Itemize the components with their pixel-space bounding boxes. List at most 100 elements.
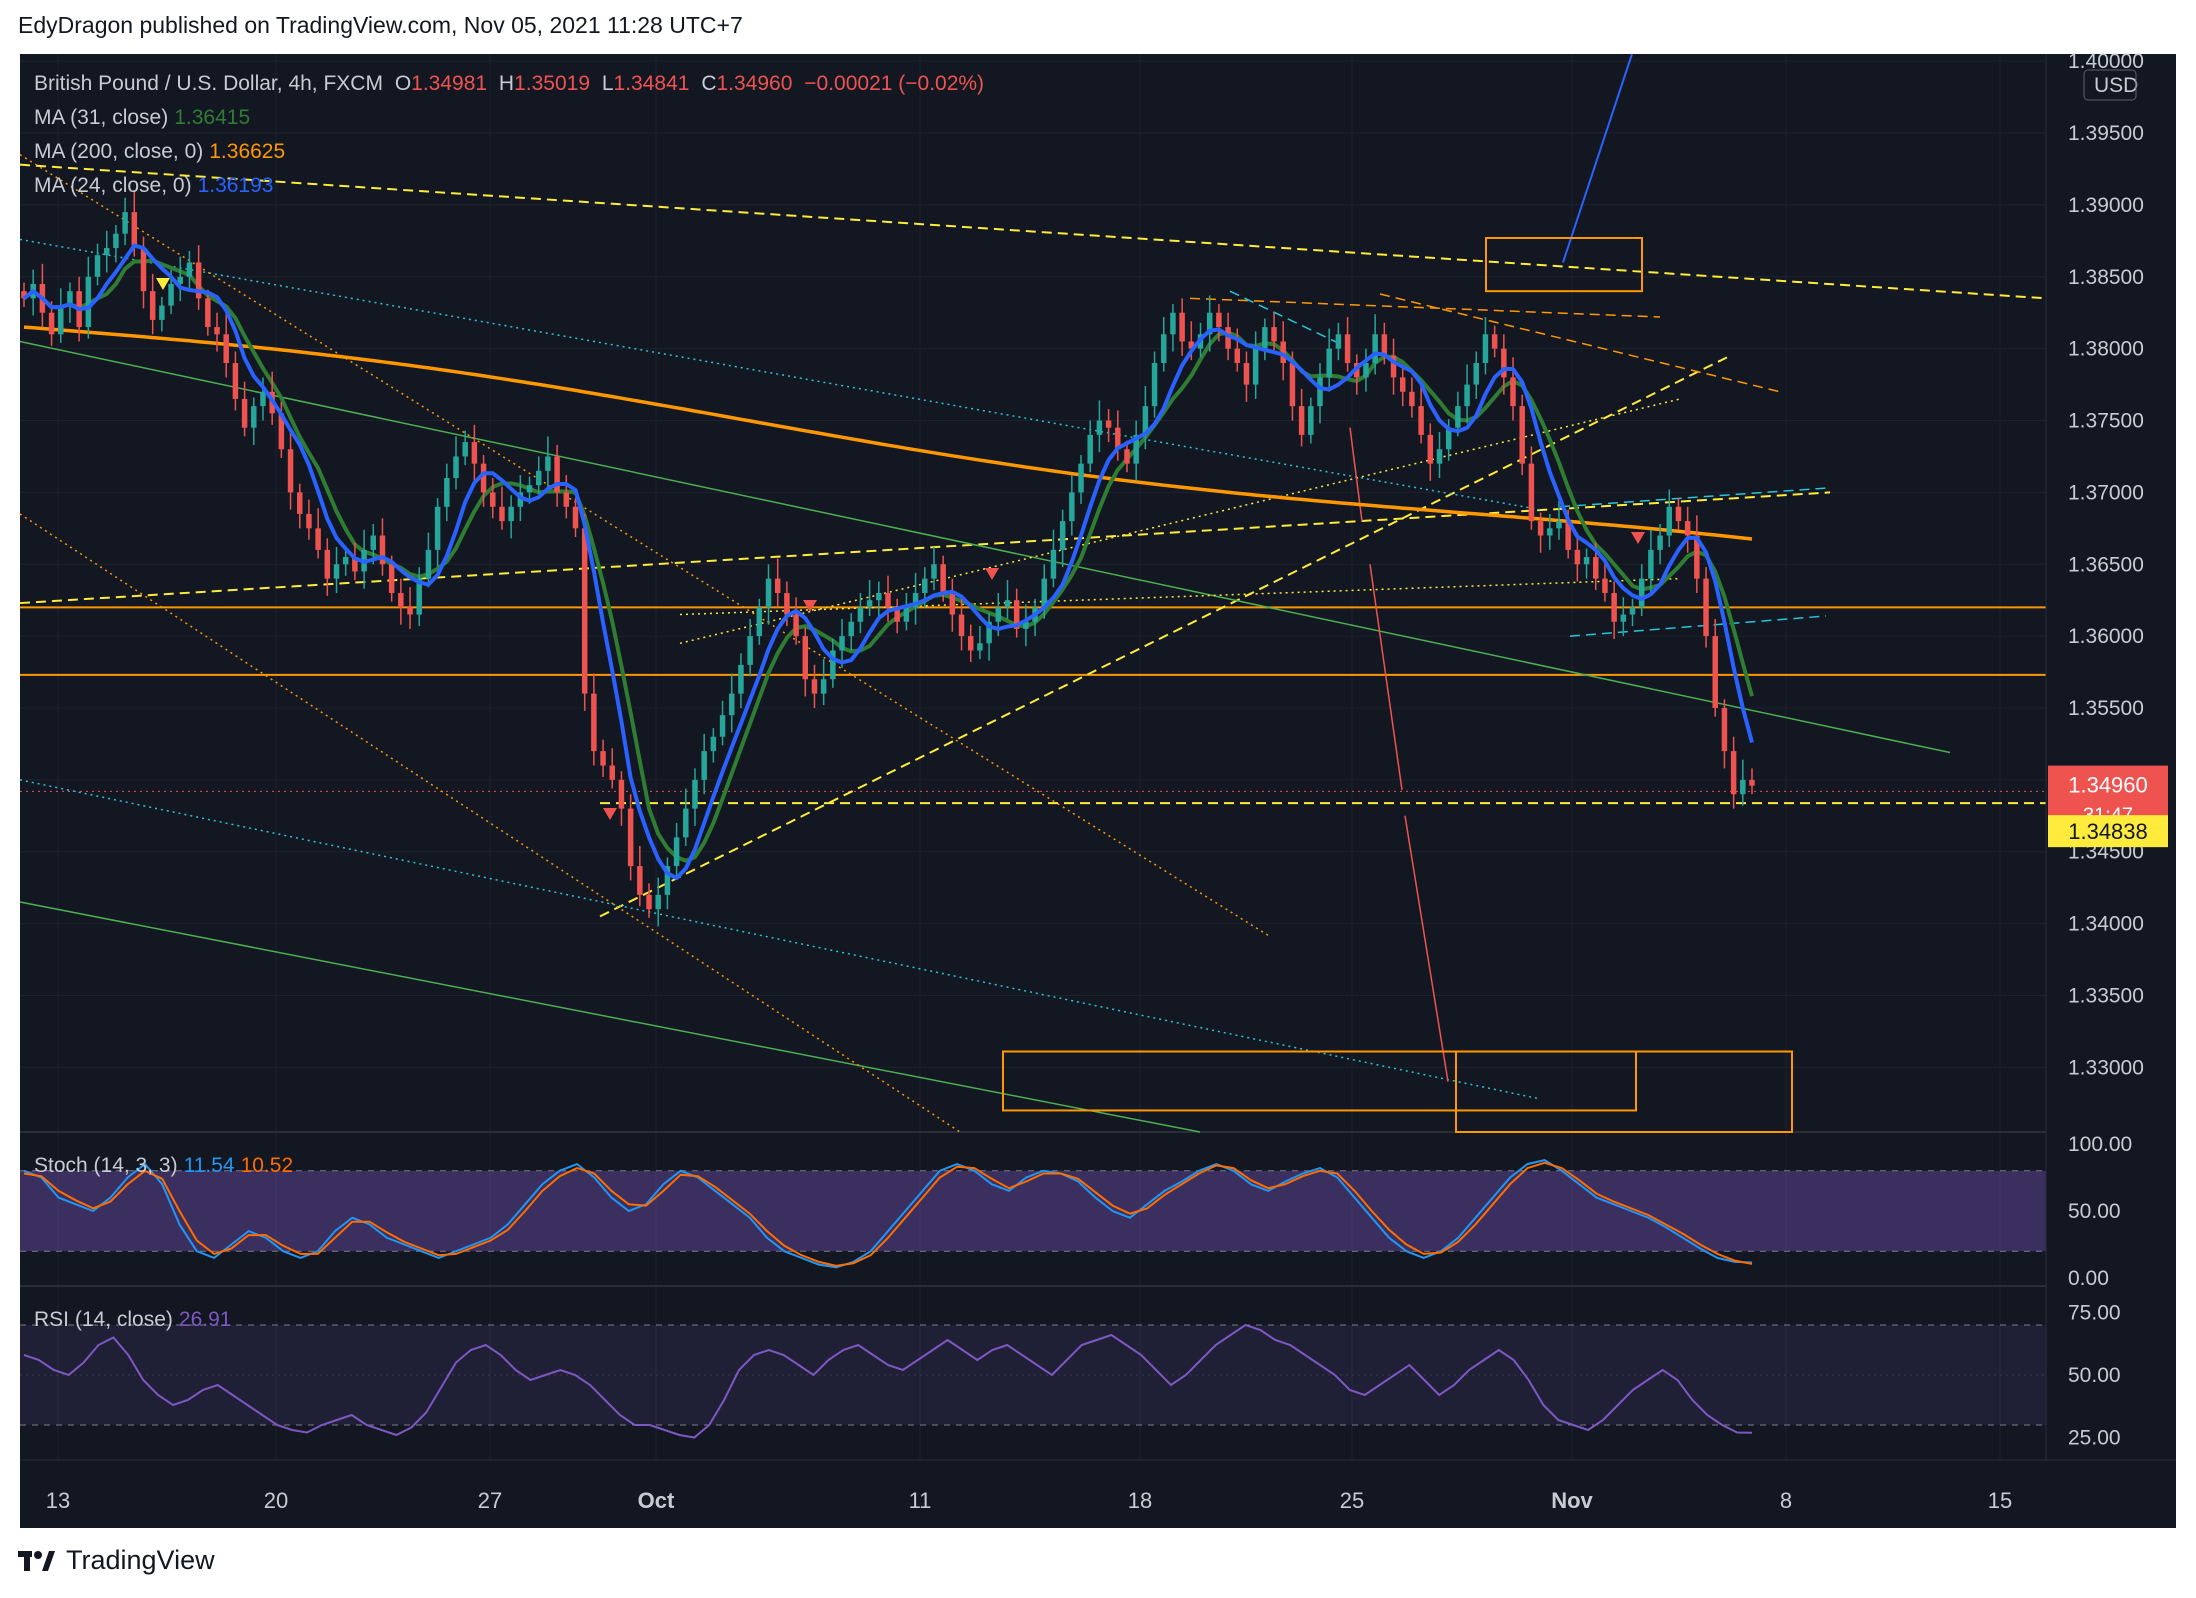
candle-body	[1611, 593, 1617, 622]
candle-body	[931, 564, 937, 579]
stoch-d-value: 10.52	[240, 1154, 294, 1177]
candle-body	[1243, 363, 1250, 385]
candle-body	[627, 808, 634, 867]
candle-body	[103, 248, 110, 256]
candle-body	[1298, 406, 1305, 435]
candle-body	[600, 751, 606, 766]
candle-body	[839, 636, 845, 651]
high-label: H	[498, 72, 515, 95]
candle-body	[407, 607, 413, 615]
candle-body	[563, 492, 570, 507]
candle-body	[802, 636, 809, 680]
candle-body	[94, 255, 101, 277]
candle-body	[251, 406, 257, 428]
candle-body	[159, 305, 165, 320]
candle-body	[1124, 449, 1130, 464]
candle-body	[1234, 348, 1241, 364]
candle-body	[490, 492, 496, 507]
price-tick-label: 1.38500	[2068, 266, 2144, 289]
candle-body	[848, 621, 854, 637]
candle-body	[876, 593, 882, 601]
candle-body	[857, 607, 864, 622]
candle-body	[793, 614, 799, 637]
candle-body	[260, 391, 266, 407]
candle-body	[903, 607, 910, 622]
candle-body	[1648, 549, 1654, 579]
candle-body	[1041, 578, 1047, 608]
candle-body	[1151, 363, 1158, 407]
candle-body	[756, 607, 763, 637]
candle-body	[223, 334, 229, 364]
marker-triangle	[803, 600, 817, 612]
ma31-legend: MA (31, close) 1.36415	[34, 106, 256, 130]
candle-body	[1565, 521, 1571, 550]
target-box	[1485, 236, 1643, 293]
candle-body	[21, 291, 27, 299]
low-label: L	[601, 72, 614, 95]
candle-body	[692, 779, 698, 809]
candle-body	[1161, 334, 1167, 364]
close-value: 1.34960	[716, 72, 793, 95]
price-axis[interactable]: 1.40000 1.39500 1.39000 1.38500 1.38000 1.375…	[2045, 50, 2176, 1460]
price-tick-label: 1.37000	[2068, 481, 2144, 504]
ma24-legend: MA (24, close, 0) 1.36193	[34, 174, 279, 198]
trend-line	[1379, 293, 1781, 393]
candle-body	[462, 442, 468, 457]
candle-body	[1473, 363, 1479, 385]
candle-body	[1262, 327, 1268, 349]
candle-body	[1629, 607, 1636, 615]
open-label: O	[394, 72, 412, 95]
rsi-tick-label: 25.00	[2068, 1427, 2121, 1450]
price-tick-label: 1.39500	[2068, 122, 2144, 145]
candle-body	[1418, 406, 1424, 435]
candle-body	[1170, 312, 1176, 335]
candle-body	[1069, 492, 1075, 522]
candle-body	[1574, 549, 1581, 565]
candle-body	[1694, 535, 1700, 579]
candle-body	[471, 442, 478, 464]
currency-label: USD	[2094, 74, 2138, 97]
marker-triangle	[985, 568, 999, 580]
trend-line	[19, 779, 1541, 1100]
candle-body	[1602, 578, 1608, 593]
stoch-d-line	[23, 1161, 1753, 1267]
candle-body	[894, 607, 900, 622]
marked-price-value: 1.34838	[2068, 819, 2148, 844]
marked-price-tag	[2048, 815, 2168, 848]
time-tick-label: Oct	[638, 1488, 675, 1513]
candle-body	[297, 492, 303, 514]
candle-body	[1308, 406, 1314, 435]
candle-body	[1271, 327, 1277, 342]
tradingview-logo[interactable]: TradingView	[18, 1545, 215, 1576]
stoch-pane	[20, 1159, 2046, 1269]
candle-body	[784, 593, 790, 615]
candle-body	[1666, 506, 1673, 536]
marker-triangle	[156, 278, 170, 290]
candle-body	[701, 751, 707, 780]
candle-body	[940, 564, 946, 593]
candle-body	[444, 478, 450, 507]
candle-body	[967, 636, 974, 651]
grid	[20, 54, 2176, 1460]
candle-body	[453, 456, 459, 479]
time-tick-label: 8	[1780, 1488, 1792, 1513]
stoch-legend: Stoch (14, 3, 3) 11.54 10.52	[34, 1154, 299, 1178]
stoch-tick-label: 100.00	[2068, 1133, 2132, 1156]
candle-body	[977, 643, 983, 651]
stoch-tick-label: 50.00	[2068, 1200, 2121, 1223]
price-tick-label: 1.37500	[2068, 410, 2144, 433]
rsi-legend: RSI (14, close) 26.91	[34, 1308, 237, 1332]
candle-body	[729, 693, 735, 716]
candle-body	[1050, 549, 1057, 579]
marker-triangle	[1631, 532, 1645, 544]
candle-body	[526, 485, 533, 493]
time-axis[interactable]: 13 20 27 Oct 11 18 25 Nov 8 15	[20, 1459, 2176, 1513]
rsi-pane	[20, 1323, 2046, 1439]
candle-body	[1004, 600, 1011, 608]
candle-body	[958, 614, 965, 637]
candle-body	[1399, 377, 1406, 392]
price-tick-label: 1.36500	[2068, 553, 2144, 576]
candle-body	[1675, 506, 1682, 522]
candle-body	[1620, 614, 1627, 622]
